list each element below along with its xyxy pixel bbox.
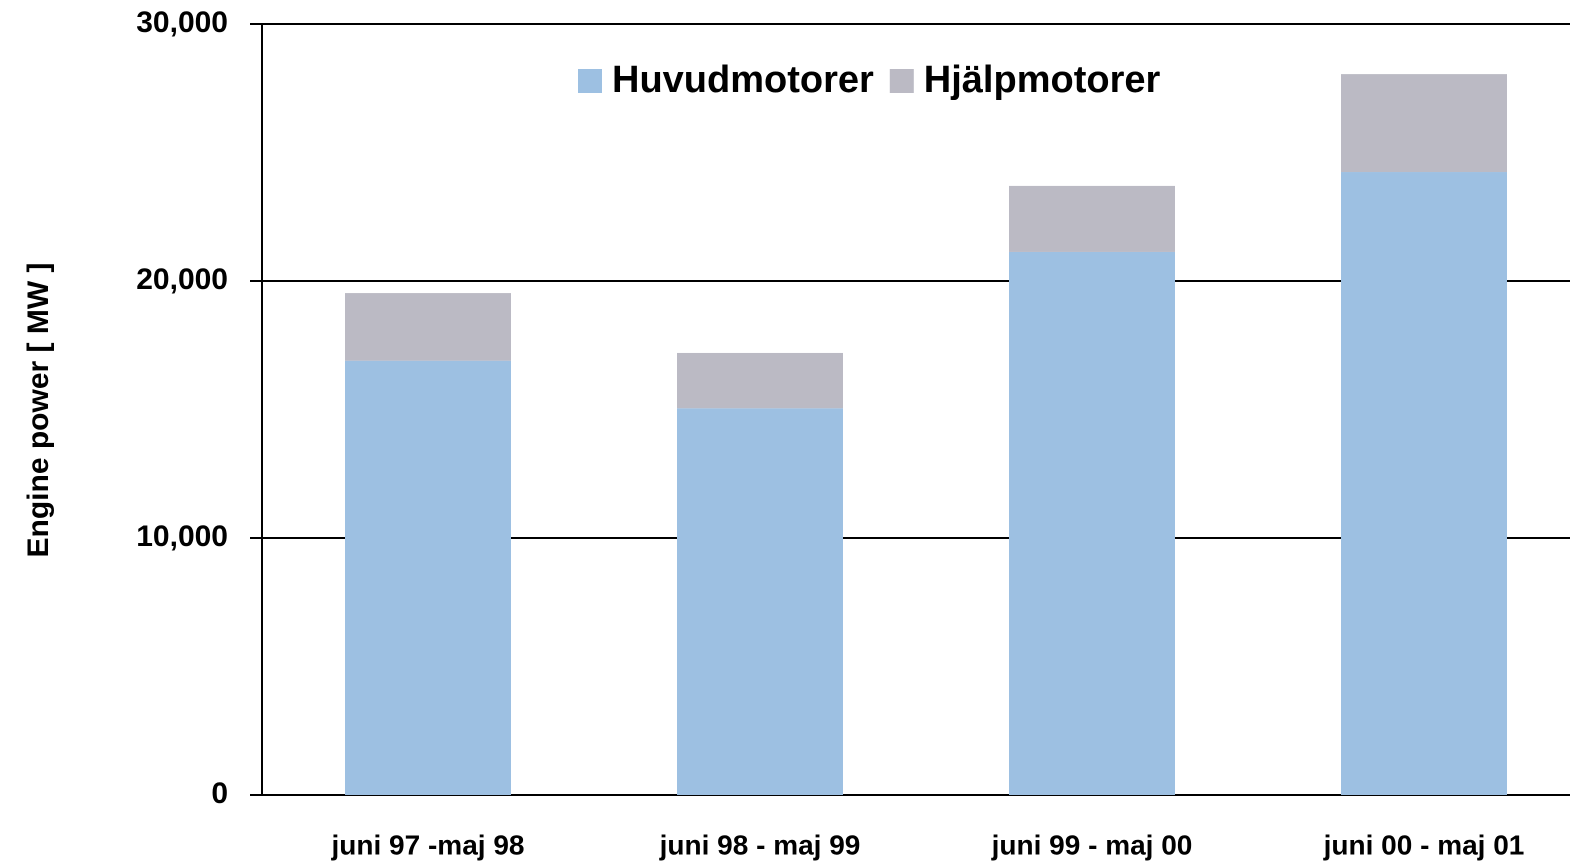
y-axis-label: Engine power [ MW ]: [22, 263, 55, 558]
bar-segment: [345, 360, 511, 795]
bar-segment: [677, 352, 843, 409]
x-tick-label: juni 97 -maj 98: [331, 829, 525, 860]
legend-label: Huvudmotorer: [612, 59, 874, 101]
bar-segment: [677, 408, 843, 795]
legend-swatch: [578, 69, 602, 93]
legend-swatch: [889, 69, 914, 93]
y-tick-label: 0: [211, 777, 228, 810]
bar-segment: [1009, 185, 1175, 252]
y-tick-label: 30,000: [136, 6, 228, 39]
y-tick-label: 20,000: [136, 263, 228, 296]
bar-segment: [1009, 251, 1175, 796]
legend-label: Hjälpmotorer: [924, 59, 1161, 101]
x-tick-label: juni 99 - maj 00: [991, 829, 1193, 860]
x-tick-label: juni 98 - maj 99: [659, 829, 861, 860]
y-tick-label: 10,000: [136, 520, 228, 553]
x-tick-label: juni 00 - maj 01: [1323, 829, 1525, 860]
bar-segment: [345, 293, 511, 361]
bar-segment: [1341, 74, 1507, 173]
bar-segment: [1341, 172, 1507, 796]
